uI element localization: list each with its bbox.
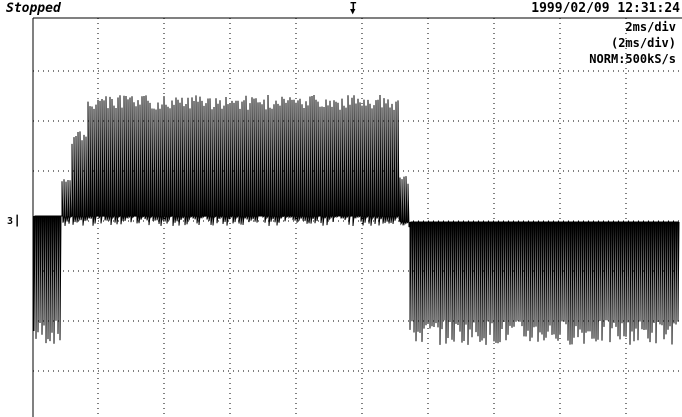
acquisition-label: NORM:500kS/s	[589, 52, 676, 66]
settings-panel: 2ms/div (2ms/div) NORM:500kS/s	[589, 19, 676, 67]
run-status: Stopped	[6, 1, 61, 16]
status-bar: Stopped T ▼ 1999/02/09 12:31:24	[0, 0, 682, 18]
ground-icon: ⎥	[13, 216, 20, 227]
graticule	[33, 18, 682, 417]
trigger-marker-label: T	[350, 0, 357, 13]
channel-number: 3	[7, 216, 14, 227]
trigger-position-icon[interactable]: T ▼	[350, 0, 357, 17]
trigger-arrow-icon: ▼	[350, 7, 356, 17]
timestamp: 1999/02/09 12:31:24	[531, 1, 680, 16]
waveform-trace	[33, 94, 680, 345]
signal-path	[33, 94, 680, 345]
channel-level-marker[interactable]: 3⎥	[7, 216, 19, 227]
timebase-sub-label: (2ms/div)	[610, 36, 676, 50]
timebase-label: 2ms/div	[625, 20, 676, 34]
